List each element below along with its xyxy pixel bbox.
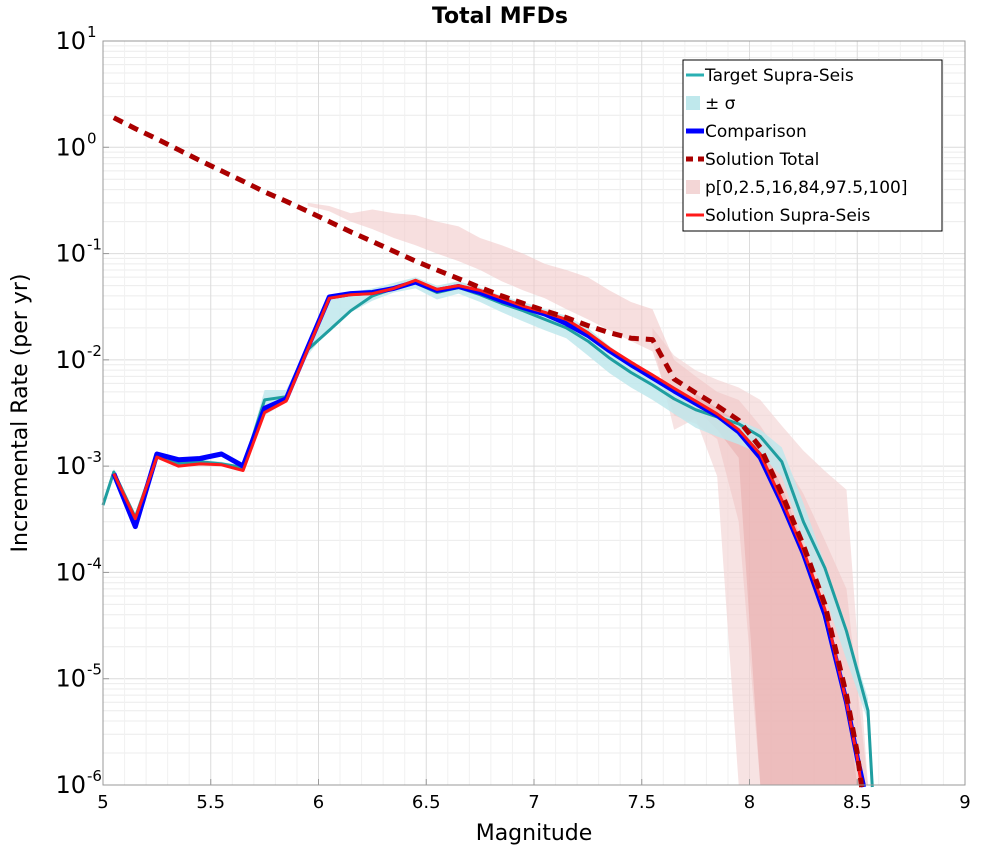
legend-label: ± σ: [705, 94, 736, 114]
y-tick-label: 10: [55, 240, 86, 268]
y-tick-exponent: -5: [87, 661, 102, 679]
chart-title: Total MFDs: [432, 4, 568, 29]
x-tick-label: 9: [959, 792, 970, 813]
y-tick-label: 10: [55, 133, 86, 161]
legend-item: p[0,2.5,16,84,97.5,100]: [686, 178, 908, 198]
y-tick-exponent: -1: [87, 236, 102, 254]
legend-label: Target Supra-Seis: [704, 66, 854, 86]
band-p16-p84: [695, 393, 858, 785]
legend-label: Solution Total: [705, 150, 819, 170]
y-tick-label: 10: [55, 558, 86, 586]
x-tick-label: 7.5: [627, 792, 656, 813]
uncertainty-bands: [113, 202, 869, 785]
legend-item: Solution Total: [686, 150, 819, 170]
y-tick-exponent: -3: [87, 448, 102, 466]
legend-item: Solution Supra-Seis: [686, 206, 871, 226]
legend-label: p[0,2.5,16,84,97.5,100]: [705, 178, 908, 198]
legend: Target Supra-Seis ± σ Comparison Solution T…: [682, 59, 943, 232]
y-tick-exponent: -2: [87, 342, 102, 360]
y-tick-exponent: 0: [87, 129, 97, 147]
y-tick-exponent: -6: [87, 767, 102, 785]
series-lines: [101, 115, 874, 788]
x-tick-label: 6.5: [412, 792, 441, 813]
legend-box: [682, 59, 943, 232]
y-axis-label: Incremental Rate (per yr): [8, 274, 33, 553]
y-tick-exponent: 1: [87, 23, 97, 41]
y-tick-label: 10: [55, 771, 86, 799]
y-tick-label: 10: [55, 27, 86, 55]
legend-item: ± σ: [686, 94, 736, 114]
x-axis-ticks: 5 5.5 6 6.5 7 7.5 8 8.5 9: [97, 779, 971, 813]
legend-swatch-box: [686, 96, 700, 110]
legend-label: Comparison: [705, 122, 807, 142]
x-tick-label: 5: [97, 792, 108, 813]
x-axis-label: Magnitude: [476, 821, 593, 846]
y-tick-label: 10: [55, 665, 86, 693]
x-tick-label: 5.5: [196, 792, 225, 813]
x-tick-label: 6: [313, 792, 324, 813]
legend-swatch-box: [686, 180, 700, 194]
legend-item: Comparison: [686, 122, 807, 142]
series-line-comparison: [111, 279, 867, 788]
series-line-solution-total: [112, 115, 865, 788]
y-tick-exponent: -4: [87, 554, 102, 572]
legend-label: Solution Supra-Seis: [705, 206, 871, 226]
y-tick-label: 10: [55, 346, 86, 374]
x-tick-label: 8: [744, 792, 755, 813]
x-tick-label: 7: [528, 792, 539, 813]
x-tick-label: 8.5: [843, 792, 872, 813]
y-tick-label: 10: [55, 452, 86, 480]
legend-item: Target Supra-Seis: [686, 66, 854, 86]
